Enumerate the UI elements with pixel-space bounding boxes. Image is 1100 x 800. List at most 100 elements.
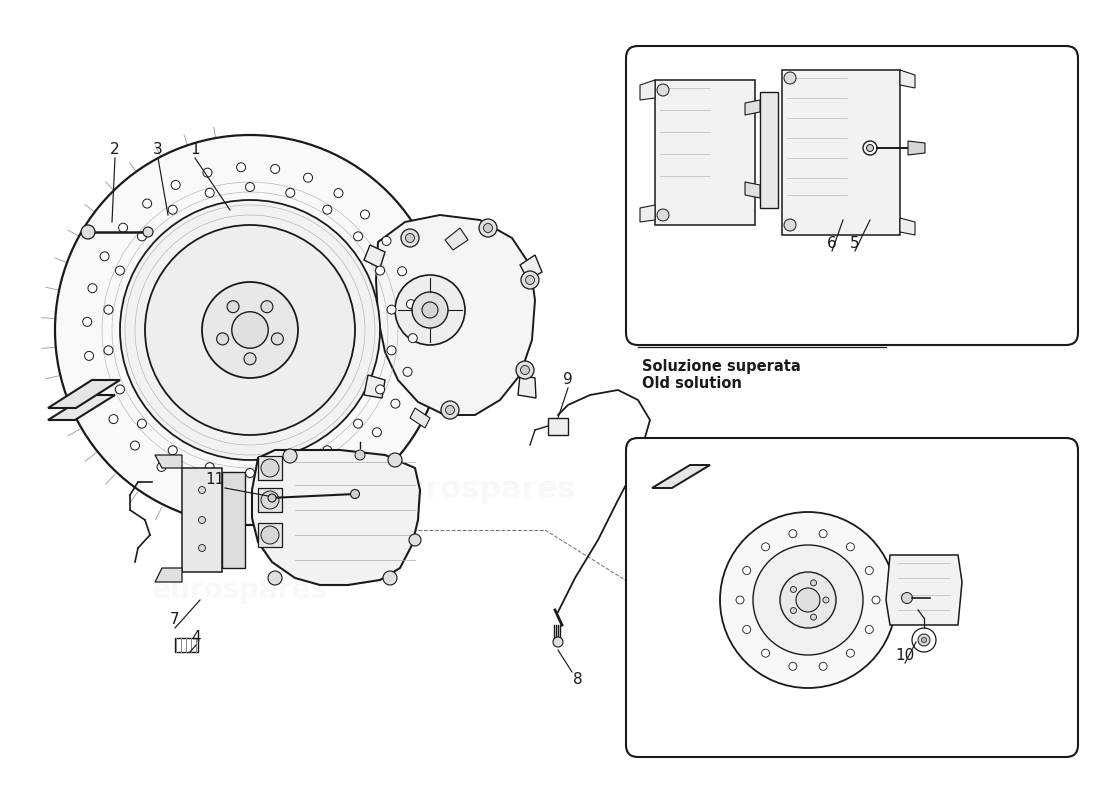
Text: 5: 5 [850,235,860,250]
Circle shape [520,366,529,374]
Circle shape [104,346,113,355]
Text: 11: 11 [206,473,224,487]
Circle shape [88,284,97,293]
Circle shape [383,571,397,585]
Circle shape [116,385,124,394]
Circle shape [322,206,332,214]
Circle shape [198,545,206,551]
Circle shape [446,406,454,414]
Circle shape [780,572,836,628]
Polygon shape [760,92,778,208]
Polygon shape [908,141,925,155]
Circle shape [353,419,363,428]
Text: eurospares: eurospares [671,188,829,212]
Circle shape [322,446,332,454]
Circle shape [866,566,873,574]
Polygon shape [258,523,282,547]
Polygon shape [155,455,182,468]
Polygon shape [364,375,385,398]
Text: 6: 6 [827,235,837,250]
Circle shape [720,512,896,688]
Circle shape [402,229,419,247]
Circle shape [272,333,284,345]
Text: 9: 9 [563,373,573,387]
Circle shape [349,452,358,461]
Circle shape [109,414,118,423]
Circle shape [254,488,263,498]
Polygon shape [48,395,116,420]
Text: eurospares: eurospares [152,576,328,604]
Circle shape [131,441,140,450]
Polygon shape [640,205,654,222]
Circle shape [403,367,412,376]
Circle shape [387,305,396,314]
Circle shape [261,301,273,313]
Circle shape [754,545,864,655]
Circle shape [397,266,407,276]
Circle shape [478,219,497,237]
Circle shape [811,580,816,586]
Circle shape [820,662,827,670]
Text: eurospares: eurospares [166,363,394,397]
Circle shape [116,266,124,275]
Text: 2: 2 [110,142,120,158]
Circle shape [553,637,563,647]
Text: 4: 4 [191,630,201,646]
Circle shape [120,200,380,460]
Circle shape [791,607,796,614]
Circle shape [761,649,770,657]
Circle shape [521,271,539,289]
Text: 3: 3 [153,142,163,158]
Polygon shape [520,255,542,280]
Circle shape [283,449,297,463]
Circle shape [375,385,385,394]
Circle shape [784,219,796,231]
Circle shape [198,486,206,494]
Circle shape [361,210,370,219]
Polygon shape [745,182,760,198]
Circle shape [902,593,913,603]
Circle shape [811,614,816,620]
Circle shape [351,490,360,498]
Circle shape [104,305,113,314]
Circle shape [412,292,448,328]
Circle shape [227,301,239,313]
Circle shape [922,638,926,642]
Circle shape [872,596,880,604]
Circle shape [55,135,446,525]
Polygon shape [222,472,245,568]
Circle shape [168,446,177,454]
Circle shape [320,470,329,479]
Circle shape [202,168,212,177]
Circle shape [143,199,152,208]
Circle shape [742,566,750,574]
Polygon shape [518,375,536,398]
Polygon shape [376,215,535,415]
Polygon shape [900,218,915,235]
Circle shape [406,234,415,242]
FancyBboxPatch shape [626,438,1078,757]
Polygon shape [886,555,962,625]
Circle shape [408,334,417,342]
Circle shape [206,188,214,198]
Circle shape [516,361,534,379]
Circle shape [271,165,279,174]
Circle shape [390,399,400,408]
Circle shape [355,450,365,460]
Circle shape [846,649,855,657]
Polygon shape [258,488,282,512]
Circle shape [353,232,363,241]
Circle shape [388,453,401,467]
Circle shape [245,182,254,191]
Circle shape [866,626,873,634]
Text: 7: 7 [170,613,179,627]
Circle shape [789,662,796,670]
Circle shape [395,275,465,345]
Circle shape [761,543,770,551]
Text: Soluzione superata: Soluzione superata [642,359,801,374]
Text: 1: 1 [190,142,200,158]
Circle shape [138,232,146,241]
Polygon shape [364,245,385,268]
Circle shape [232,312,268,348]
Polygon shape [155,568,182,582]
